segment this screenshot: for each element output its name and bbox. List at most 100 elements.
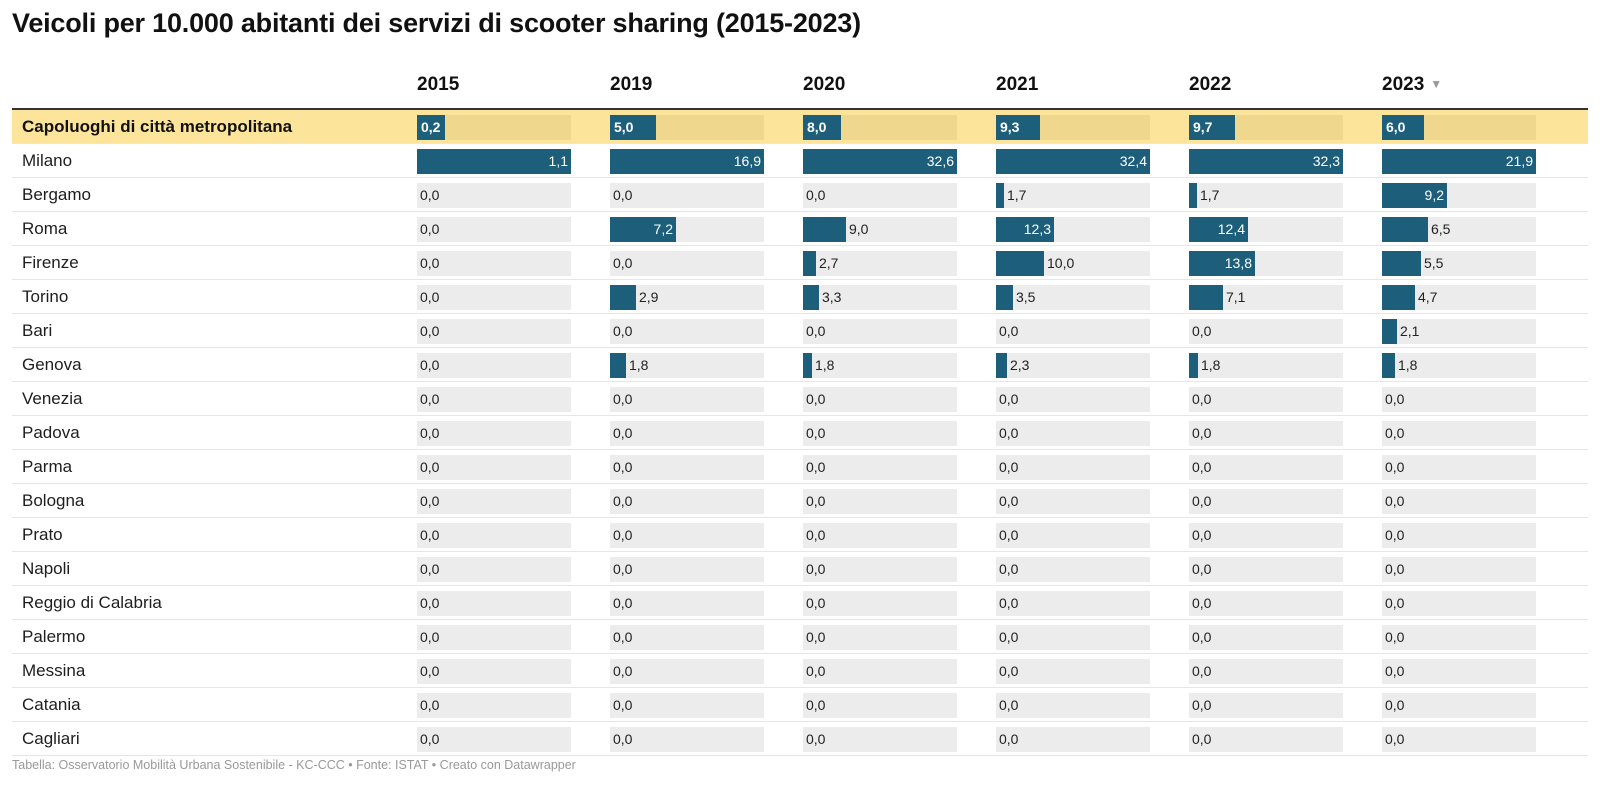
bar-value-label: 0,0 [999, 663, 1019, 679]
bar-cell: 2,9 [610, 285, 764, 310]
bar-cell: 0,0 [803, 591, 957, 616]
bar-cell: 0,0 [996, 387, 1150, 412]
column-header-2020[interactable]: 2020 [803, 74, 845, 96]
bar-cell: 0,0 [417, 727, 571, 752]
bar-value-label: 0,0 [420, 357, 440, 373]
bar [1189, 353, 1198, 378]
bar-cell: 0,0 [417, 217, 571, 242]
bar-value-label: 0,0 [1385, 459, 1405, 475]
bar-cell: 1,8 [610, 353, 764, 378]
bar-value-label: 0,0 [613, 425, 633, 441]
bar-cell: 0,0 [1382, 455, 1536, 480]
bar-cell: 0,0 [417, 659, 571, 684]
highlight-row: Capoluoghi di città metropolitana 0,2 5,0 8… [12, 110, 1588, 144]
bar-cell: 0,0 [1382, 625, 1536, 650]
table-row: Roma 0,0 7,2 9,0 12,3 12,4 6,5 [12, 212, 1588, 246]
bar-value-label: 0,0 [1385, 527, 1405, 543]
bar-value-label: 4,7 [1418, 289, 1438, 305]
bar-value-label: 0,0 [420, 561, 440, 577]
bar-value-label: 0,0 [1192, 697, 1212, 713]
bar-value-label: 0,0 [420, 221, 440, 237]
bar-value-label: 0,0 [1385, 697, 1405, 713]
bar-cell: 2,7 [803, 251, 957, 276]
bar-value-label: 0,0 [613, 527, 633, 543]
bar-value-label: 6,5 [1431, 221, 1451, 237]
sort-descending-icon[interactable]: ▼ [1430, 77, 1443, 91]
row-label: Bergamo [22, 185, 91, 204]
column-header-label: 2022 [1189, 74, 1232, 95]
bar-cell: 0,0 [1382, 421, 1536, 446]
table-row: Messina 0,0 0,0 0,0 0,0 0,0 0,0 [12, 654, 1588, 688]
row-label: Parma [22, 457, 73, 476]
bar [1189, 217, 1248, 242]
bar [417, 149, 571, 174]
bar-cell: 0,0 [610, 489, 764, 514]
row-label: Venezia [22, 389, 83, 408]
bar-value-label: 0,0 [420, 255, 440, 271]
column-header-2021[interactable]: 2021 [996, 74, 1038, 96]
table-row: Torino 0,0 2,9 3,3 3,5 7,1 4,7 [12, 280, 1588, 314]
table-row: Prato 0,0 0,0 0,0 0,0 0,0 0,0 [12, 518, 1588, 552]
bar-cell: 0,0 [417, 455, 571, 480]
bar-value-label: 0,0 [613, 595, 633, 611]
bar-value-label: 0,0 [613, 561, 633, 577]
bar-value-label: 2,9 [639, 289, 659, 305]
bar-cell: 0,0 [1382, 489, 1536, 514]
bar [1382, 149, 1536, 174]
bar-value-label: 0,0 [999, 527, 1019, 543]
chart-title: Veicoli per 10.000 abitanti dei servizi … [12, 8, 861, 38]
bar-value-label: 10,0 [1047, 255, 1075, 271]
bar-cell: 12,3 [996, 217, 1150, 242]
bar-cell: 0,0 [1189, 489, 1343, 514]
bar-cell: 0,0 [1189, 625, 1343, 650]
bar-value-label: 0,0 [999, 493, 1019, 509]
bar-cell: 0,0 [803, 183, 957, 208]
table-row: Milano 1,1 16,9 32,6 32,4 32,3 21,9 [12, 144, 1588, 178]
bar-cell: 9,0 [803, 217, 957, 242]
column-header-2022[interactable]: 2022 [1189, 74, 1231, 96]
table-row: Genova 0,0 1,8 1,8 2,3 1,8 1,8 [12, 348, 1588, 382]
bar [1189, 183, 1197, 208]
bar [610, 285, 636, 310]
bar-value-label: 0,0 [999, 425, 1019, 441]
bar-cell: 0,0 [996, 557, 1150, 582]
bar-value-label: 0,0 [420, 663, 440, 679]
row-label: Bari [22, 321, 53, 340]
bar-value-label: 0,0 [1385, 629, 1405, 645]
bar-cell: 0,0 [996, 489, 1150, 514]
bar-value-label: 0,0 [999, 323, 1019, 339]
bar-cell: 0,0 [417, 421, 571, 446]
column-header-2023[interactable]: 2023 ▼ [1382, 74, 1442, 96]
bar-cell: 13,8 [1189, 251, 1343, 276]
bar [803, 149, 957, 174]
bar-cell: 0,0 [417, 693, 571, 718]
bar-value-label: 7,1 [1226, 289, 1246, 305]
column-header-2015[interactable]: 2015 [417, 74, 459, 96]
bar-value-label: 0,0 [999, 391, 1019, 407]
bar [610, 149, 764, 174]
bar-value-label: 0,0 [420, 527, 440, 543]
table-header-row: 2015 2019 2020 2021 2022 2023 ▼ [12, 70, 1588, 110]
bar-value-label: 0,0 [806, 459, 826, 475]
column-header-2019[interactable]: 2019 [610, 74, 652, 96]
bar-value-label: 3,3 [822, 289, 842, 305]
bar-value-label: 9,7 [1193, 119, 1213, 135]
bar-value-label: 0,0 [1192, 595, 1212, 611]
bar-cell: 0,0 [610, 387, 764, 412]
bar-value-label: 2,7 [819, 255, 839, 271]
bar-value-label: 0,0 [806, 595, 826, 611]
bar [1382, 251, 1421, 276]
bar-value-label: 1,7 [1007, 187, 1027, 203]
bar-cell: 5,5 [1382, 251, 1536, 276]
bar-cell: 0,0 [417, 523, 571, 548]
table-row: Bologna 0,0 0,0 0,0 0,0 0,0 0,0 [12, 484, 1588, 518]
bar-cell: 0,0 [1382, 659, 1536, 684]
bar-value-label: 0,0 [806, 629, 826, 645]
bar-cell: 1,8 [1189, 353, 1343, 378]
bar-cell: 7,1 [1189, 285, 1343, 310]
bar-cell: 0,0 [417, 489, 571, 514]
bar-cell: 0,0 [1189, 659, 1343, 684]
bar-value-label: 0,2 [421, 119, 441, 135]
bar-value-label: 1,7 [1200, 187, 1220, 203]
column-header-label: 2021 [996, 74, 1039, 95]
